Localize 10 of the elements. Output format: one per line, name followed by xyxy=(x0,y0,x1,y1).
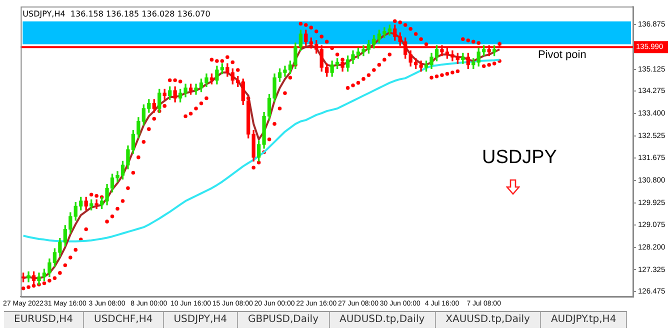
text: XAUUSD.tp,Daily xyxy=(436,312,541,328)
text: AUDJPY.tp,H4 xyxy=(540,312,628,328)
annotation: Pivot poin xyxy=(538,49,586,62)
text: GBPUSD,Daily xyxy=(238,312,330,328)
text: AUDUSD.tp,Daily xyxy=(330,312,436,328)
text: USDJPY,H4 xyxy=(164,312,238,328)
text: USDCHF,H4 xyxy=(84,312,164,328)
text: EURUSD,H4 xyxy=(4,312,84,328)
chart-title: USDJPY,H4 136.158 136.185 136.028 136.070 xyxy=(22,10,210,19)
annotation: USDJPY xyxy=(482,147,557,169)
